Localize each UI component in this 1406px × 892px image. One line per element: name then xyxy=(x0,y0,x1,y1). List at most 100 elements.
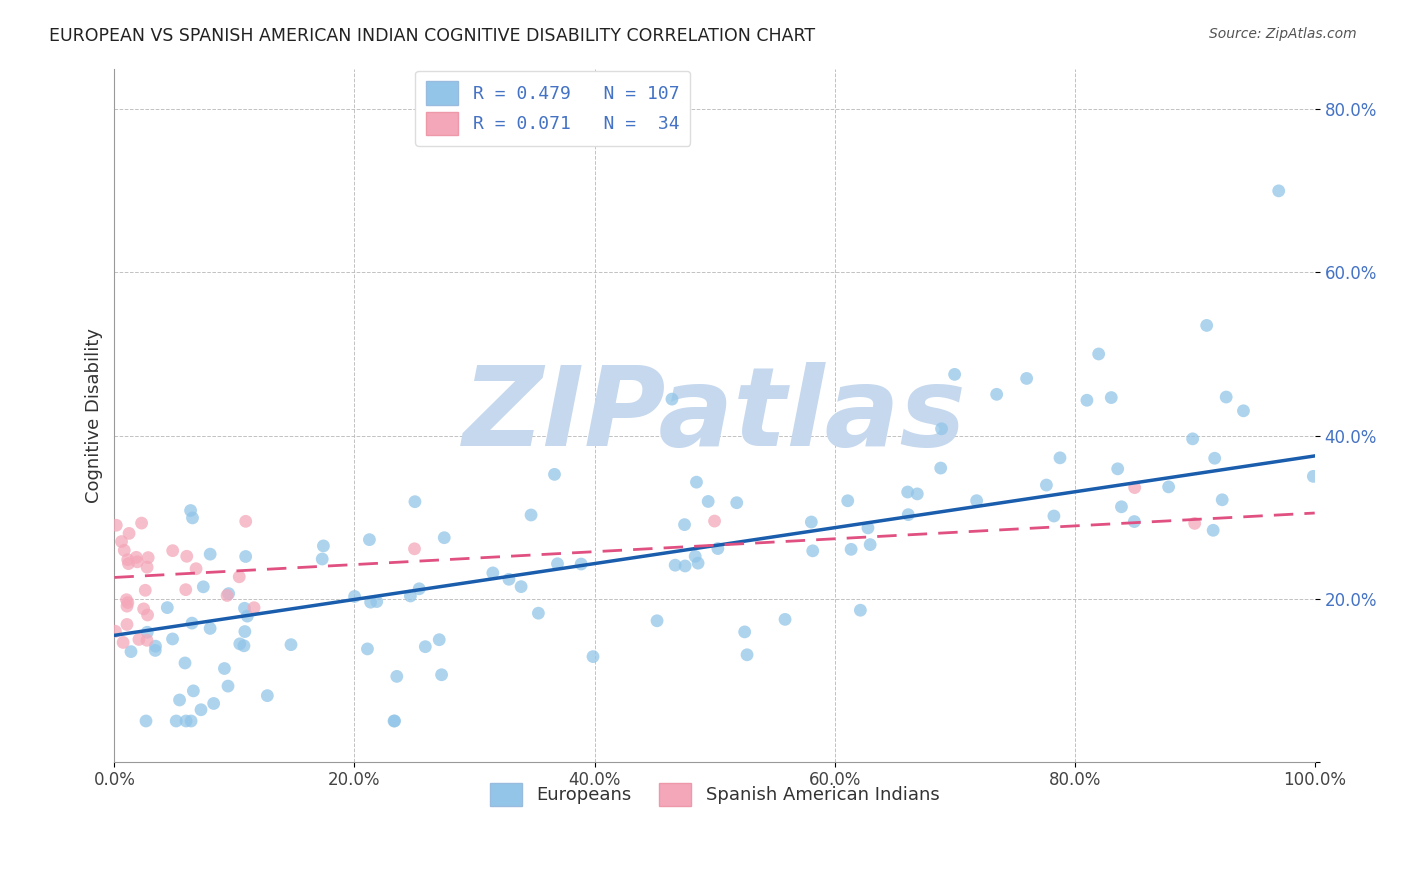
Point xyxy=(243,600,266,615)
Point xyxy=(112,635,135,649)
Point xyxy=(156,600,179,615)
Point xyxy=(547,557,569,571)
Point xyxy=(685,475,707,490)
Point xyxy=(683,549,706,564)
Point xyxy=(1211,492,1233,507)
Point xyxy=(217,679,239,693)
Point xyxy=(905,487,928,501)
Point xyxy=(897,485,920,500)
Point xyxy=(433,531,456,545)
Point xyxy=(1049,450,1071,465)
Point xyxy=(228,570,250,584)
Point xyxy=(117,596,139,610)
Point xyxy=(181,616,204,631)
Y-axis label: Cognitive Disability: Cognitive Disability xyxy=(86,327,103,503)
Point xyxy=(174,714,197,728)
Point xyxy=(131,516,153,530)
Point xyxy=(115,592,138,607)
Point xyxy=(127,555,149,569)
Point xyxy=(180,714,202,728)
Point xyxy=(136,607,159,622)
Point xyxy=(837,493,859,508)
Point xyxy=(165,714,187,728)
Point xyxy=(1302,469,1324,483)
Point xyxy=(174,582,197,597)
Point xyxy=(134,583,156,598)
Point xyxy=(360,595,382,609)
Point xyxy=(169,693,191,707)
Point xyxy=(202,697,225,711)
Point xyxy=(773,612,796,626)
Point xyxy=(135,714,157,728)
Point xyxy=(527,606,550,620)
Point xyxy=(1215,390,1237,404)
Point xyxy=(1076,393,1098,408)
Point xyxy=(1043,508,1066,523)
Point xyxy=(181,511,204,525)
Point xyxy=(104,624,127,639)
Point xyxy=(897,508,920,522)
Point xyxy=(856,521,879,535)
Point xyxy=(1232,404,1254,418)
Point xyxy=(839,542,862,557)
Point xyxy=(1035,478,1057,492)
Point xyxy=(725,496,748,510)
Point xyxy=(408,582,430,596)
Point xyxy=(174,656,197,670)
Point xyxy=(1181,432,1204,446)
Text: ZIPatlas: ZIPatlas xyxy=(463,361,966,468)
Point xyxy=(162,632,184,646)
Point xyxy=(110,534,132,549)
Point xyxy=(218,586,240,600)
Point xyxy=(543,467,565,482)
Point xyxy=(120,645,142,659)
Point xyxy=(399,589,422,603)
Point xyxy=(382,714,405,728)
Point xyxy=(707,541,730,556)
Point xyxy=(256,689,278,703)
Point xyxy=(800,515,823,529)
Point xyxy=(235,514,257,528)
Point xyxy=(117,557,139,571)
Point xyxy=(482,566,505,580)
Point xyxy=(145,639,167,653)
Point xyxy=(673,558,696,573)
Point xyxy=(117,552,139,566)
Point xyxy=(703,514,725,528)
Point xyxy=(404,541,426,556)
Point xyxy=(356,641,378,656)
Point xyxy=(136,633,159,648)
Point xyxy=(664,558,686,573)
Point xyxy=(176,549,198,564)
Point xyxy=(1204,451,1226,466)
Point xyxy=(162,543,184,558)
Point xyxy=(734,624,756,639)
Text: Source: ZipAtlas.com: Source: ZipAtlas.com xyxy=(1209,27,1357,41)
Point xyxy=(198,547,221,561)
Point xyxy=(849,603,872,617)
Point xyxy=(118,526,141,541)
Point xyxy=(943,368,966,382)
Point xyxy=(569,557,592,571)
Point xyxy=(233,601,256,615)
Point xyxy=(1195,318,1218,333)
Point xyxy=(1267,184,1289,198)
Point xyxy=(498,572,520,586)
Point xyxy=(986,387,1008,401)
Point xyxy=(136,625,159,640)
Point xyxy=(686,556,709,570)
Point xyxy=(217,589,239,603)
Point xyxy=(1123,481,1146,495)
Point xyxy=(1015,371,1038,385)
Point xyxy=(929,461,952,475)
Point xyxy=(697,494,720,508)
Point xyxy=(1087,347,1109,361)
Point xyxy=(128,632,150,647)
Point xyxy=(673,517,696,532)
Point xyxy=(430,667,453,681)
Legend: Europeans, Spanish American Indians: Europeans, Spanish American Indians xyxy=(481,774,949,815)
Point xyxy=(1111,500,1133,514)
Point xyxy=(385,669,408,683)
Point xyxy=(801,544,824,558)
Point xyxy=(180,503,202,517)
